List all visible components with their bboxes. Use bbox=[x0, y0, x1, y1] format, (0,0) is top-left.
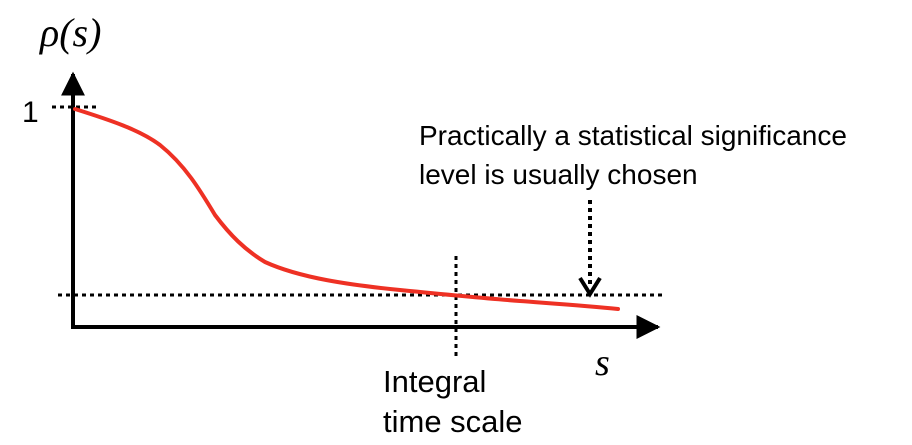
x-axis-label: s bbox=[595, 342, 610, 384]
y-axis-label: ρ(s) bbox=[38, 10, 101, 55]
integral-label-line-1: Integral bbox=[383, 364, 486, 399]
annotation-arrow-head bbox=[578, 276, 602, 298]
annotation-line-2: level is usually chosen bbox=[419, 159, 698, 190]
annotation-line-1: Practically a statistical significance bbox=[419, 120, 847, 151]
y-tick-label: 1 bbox=[22, 96, 39, 129]
autocorrelation-curve bbox=[73, 107, 620, 311]
integral-label-line-2: time scale bbox=[383, 404, 523, 439]
